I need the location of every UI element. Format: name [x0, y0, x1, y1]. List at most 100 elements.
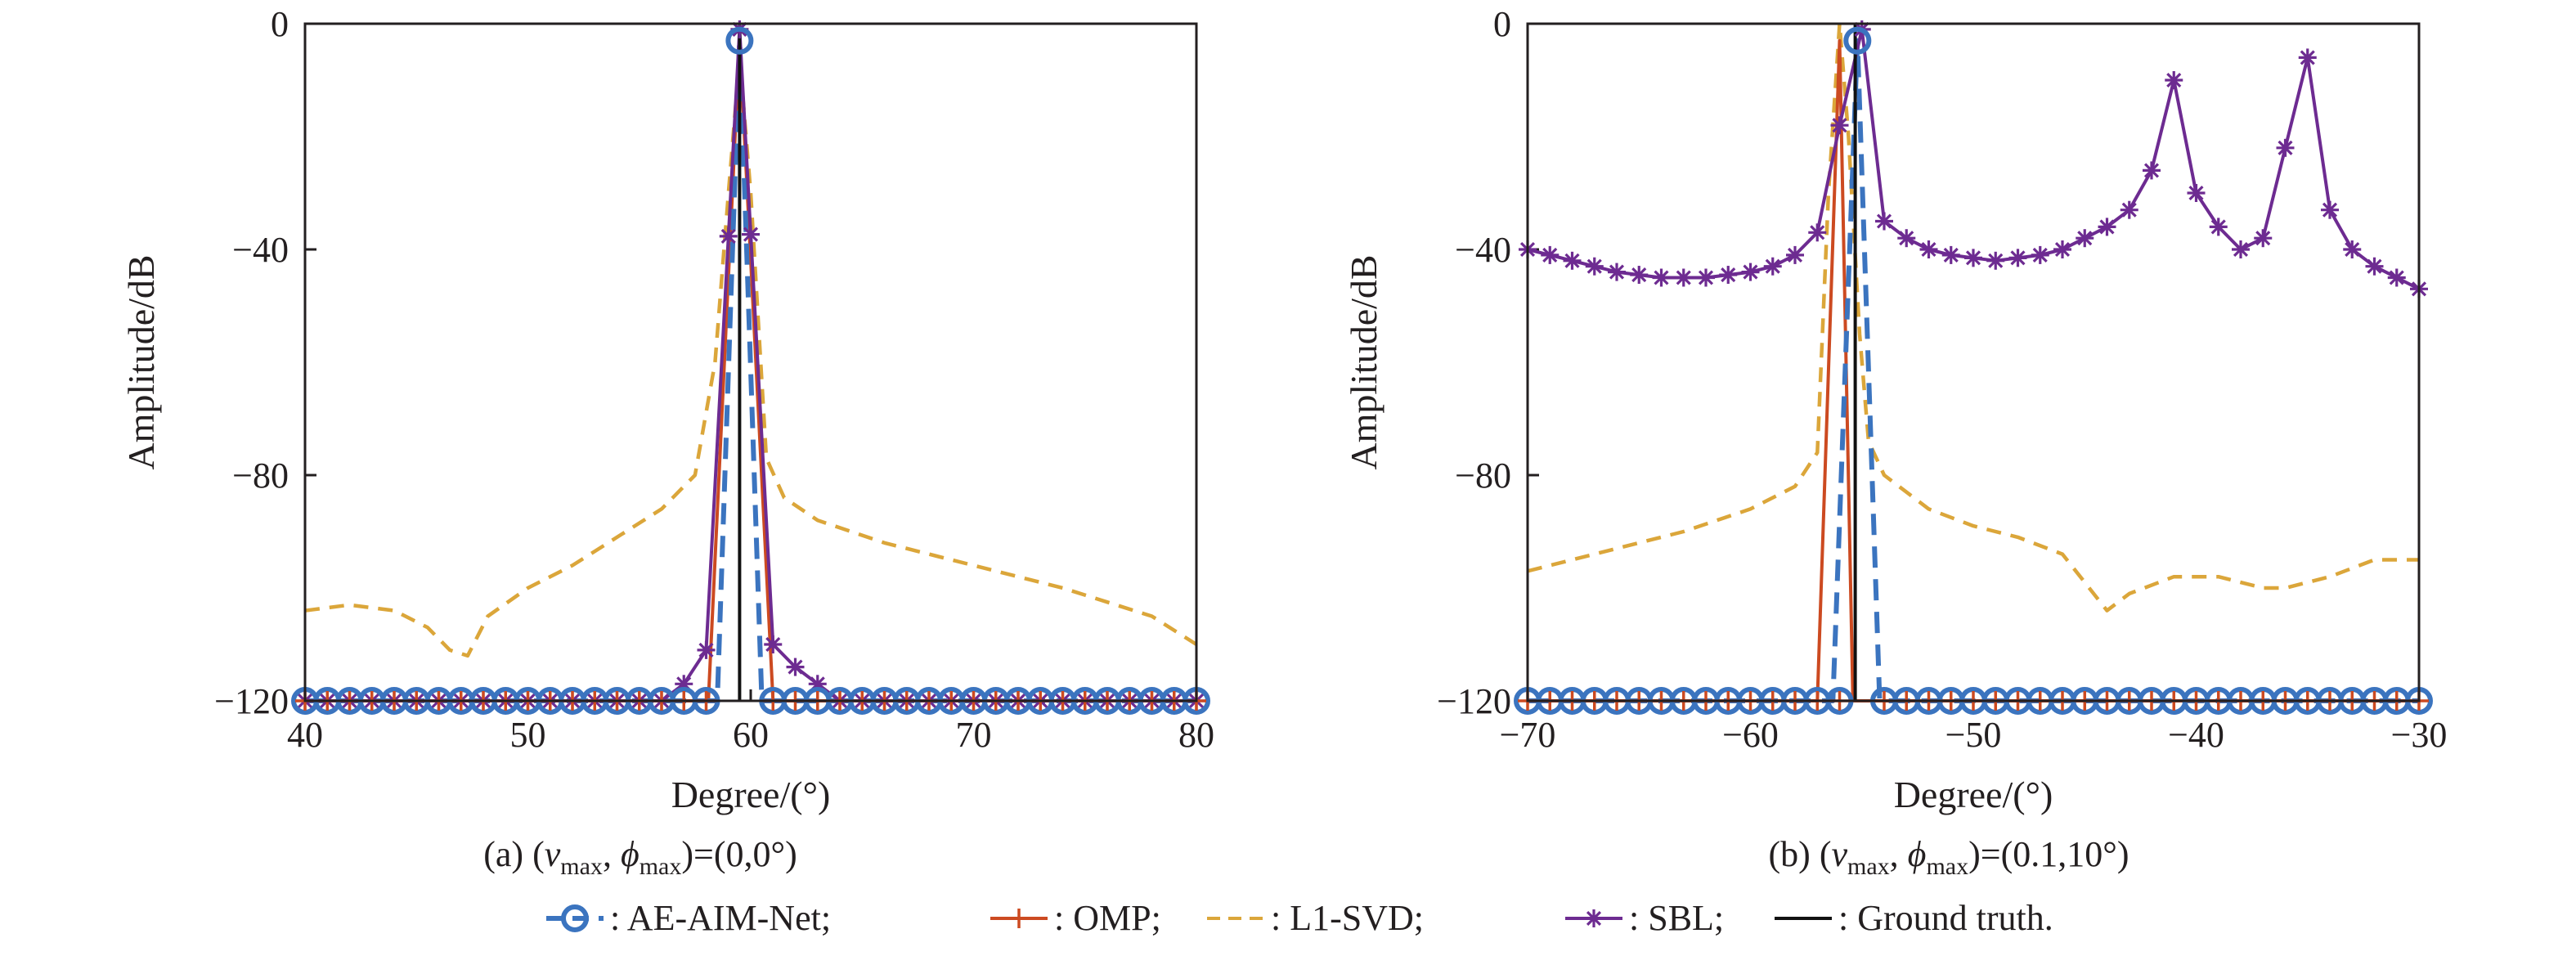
- x-tick-label: 60: [733, 715, 769, 755]
- x-tick-label: −40: [2168, 715, 2224, 755]
- legend-label: : SBL;: [1629, 898, 1724, 938]
- x-axis-label: Degree/(°): [671, 774, 831, 815]
- sbl-marker: [719, 227, 738, 245]
- sbl-marker: [1941, 245, 1960, 264]
- caption-a-sep: ,: [603, 834, 621, 874]
- sbl-marker: [2232, 240, 2250, 258]
- plot-frame: [1526, 22, 2421, 702]
- legend-item-ground-truth: : Ground truth.: [1775, 898, 2053, 938]
- x-tick-label: −50: [1945, 715, 2002, 755]
- sbl-marker: [2076, 229, 2094, 248]
- legend-marker: [1585, 909, 1603, 927]
- caption-b-phi: ϕ: [1908, 834, 1927, 874]
- legend-item-ae-aim-net: : AE-AIM-Net;: [546, 898, 831, 938]
- legend-item-sbl: : SBL;: [1565, 898, 1724, 938]
- legend-label: : L1-SVD;: [1271, 898, 1424, 938]
- y-tick-label: 0: [1493, 4, 1511, 44]
- x-tick-label: −60: [1722, 715, 1779, 755]
- caption-a-v: v: [545, 834, 561, 874]
- panel-a-chart: 40 50 60 70 80 0 −40 −80 −120 Degree/(°) Amplitude…: [120, 4, 1214, 815]
- sbl-marker: [1986, 251, 2005, 270]
- sbl-marker: [2098, 218, 2116, 236]
- caption-a-phi: ϕ: [621, 834, 640, 874]
- legend-item-omp: : OMP;: [990, 898, 1161, 938]
- caption-b: (b) (vmax, ϕmax)=(0.1,10°): [1769, 834, 2129, 880]
- sbl-marker: [1563, 251, 1582, 270]
- x-tick-label: 50: [510, 715, 546, 755]
- sbl-marker: [1763, 257, 1782, 276]
- y-tick-label: −120: [1437, 681, 1511, 721]
- series-line-ae-aim-net: [305, 38, 1196, 703]
- sbl-marker: [2365, 257, 2384, 276]
- legend: : AE-AIM-Net; : OMP; : L1-SVD; : SBL; : Grou…: [546, 898, 2053, 938]
- sbl-marker: [1875, 212, 1893, 231]
- series-line-l1-svd: [1528, 21, 2419, 613]
- sbl-marker: [2254, 229, 2273, 248]
- plot-frame: [303, 22, 1198, 702]
- y-tick-label: 0: [271, 4, 289, 44]
- y-tick-label: −120: [214, 681, 289, 721]
- legend-label: : AE-AIM-Net;: [610, 898, 831, 938]
- legend-label: : Ground truth.: [1838, 898, 2053, 938]
- x-tick-label: −30: [2391, 715, 2448, 755]
- legend-marker: [561, 904, 589, 932]
- sbl-marker: [1719, 266, 1738, 285]
- y-tick-label: −80: [232, 456, 289, 496]
- x-tick-label: 70: [956, 715, 992, 755]
- sbl-marker: [786, 658, 805, 676]
- ae-aim-net-marker: [725, 26, 754, 55]
- ae-aim-net-marker: [1843, 26, 1872, 55]
- plot-area: [305, 24, 1196, 703]
- x-tick-label: −70: [1500, 715, 1556, 755]
- caption-b-v-sub: max: [1847, 853, 1890, 880]
- sbl-marker: [1919, 240, 1938, 258]
- sbl-marker: [1630, 266, 1649, 285]
- legend-label: : OMP;: [1054, 898, 1161, 938]
- caption-a-value: )=(0,0°): [681, 834, 797, 874]
- sbl-marker: [1786, 245, 1804, 264]
- sbl-marker: [2120, 200, 2138, 219]
- x-axis-label: Degree/(°): [1894, 774, 2053, 815]
- sbl-marker: [2209, 218, 2228, 236]
- panel-b-chart: −70 −60 −50 −40 −30 0 −40 −80 −120 Degree/(°) Ampl…: [1343, 4, 2447, 815]
- caption-a-prefix: (a) (: [483, 834, 545, 874]
- sbl-marker: [1964, 249, 1982, 267]
- y-axis-label: Amplitude/dB: [1343, 254, 1384, 469]
- caption-a: (a) (vmax, ϕmax)=(0,0°): [483, 834, 797, 880]
- y-axis-label: Amplitude/dB: [120, 254, 162, 469]
- sbl-marker: [2321, 200, 2339, 219]
- caption-b-prefix: (b) (: [1769, 834, 1832, 874]
- sbl-marker: [1808, 223, 1827, 242]
- caption-b-phi-sub: max: [1926, 853, 1968, 880]
- sbl-marker: [2387, 268, 2406, 287]
- sbl-marker: [1585, 257, 1604, 276]
- sbl-marker: [1697, 268, 1715, 287]
- sbl-marker: [2276, 138, 2295, 157]
- sbl-marker: [1541, 245, 1560, 264]
- y-tick-label: −80: [1455, 456, 1511, 496]
- legend-marker: [1009, 909, 1029, 928]
- caption-a-phi-sub: max: [640, 853, 682, 880]
- sbl-marker: [764, 635, 783, 653]
- sbl-marker: [1608, 263, 1626, 281]
- caption-b-value: )=(0.1,10°): [1968, 834, 2129, 874]
- sbl-marker: [1674, 268, 1693, 287]
- sbl-marker: [697, 640, 716, 659]
- sbl-marker: [1897, 229, 1916, 248]
- y-tick-label: −40: [1455, 230, 1511, 270]
- sbl-marker: [2031, 245, 2049, 264]
- sbl-marker: [2165, 71, 2183, 89]
- sbl-marker: [1830, 116, 1849, 135]
- sbl-marker: [2008, 249, 2027, 267]
- series-line-l1-svd: [305, 56, 1196, 658]
- sbl-marker: [1741, 263, 1760, 281]
- series-line-sbl: [305, 27, 1196, 702]
- sbl-marker: [742, 225, 760, 244]
- caption-a-v-sub: max: [560, 853, 603, 880]
- plot-area: [1528, 21, 2419, 703]
- caption-b-v: v: [1831, 834, 1847, 874]
- sbl-marker: [2343, 240, 2362, 258]
- sbl-marker: [2298, 48, 2317, 67]
- sbl-marker: [2053, 240, 2071, 258]
